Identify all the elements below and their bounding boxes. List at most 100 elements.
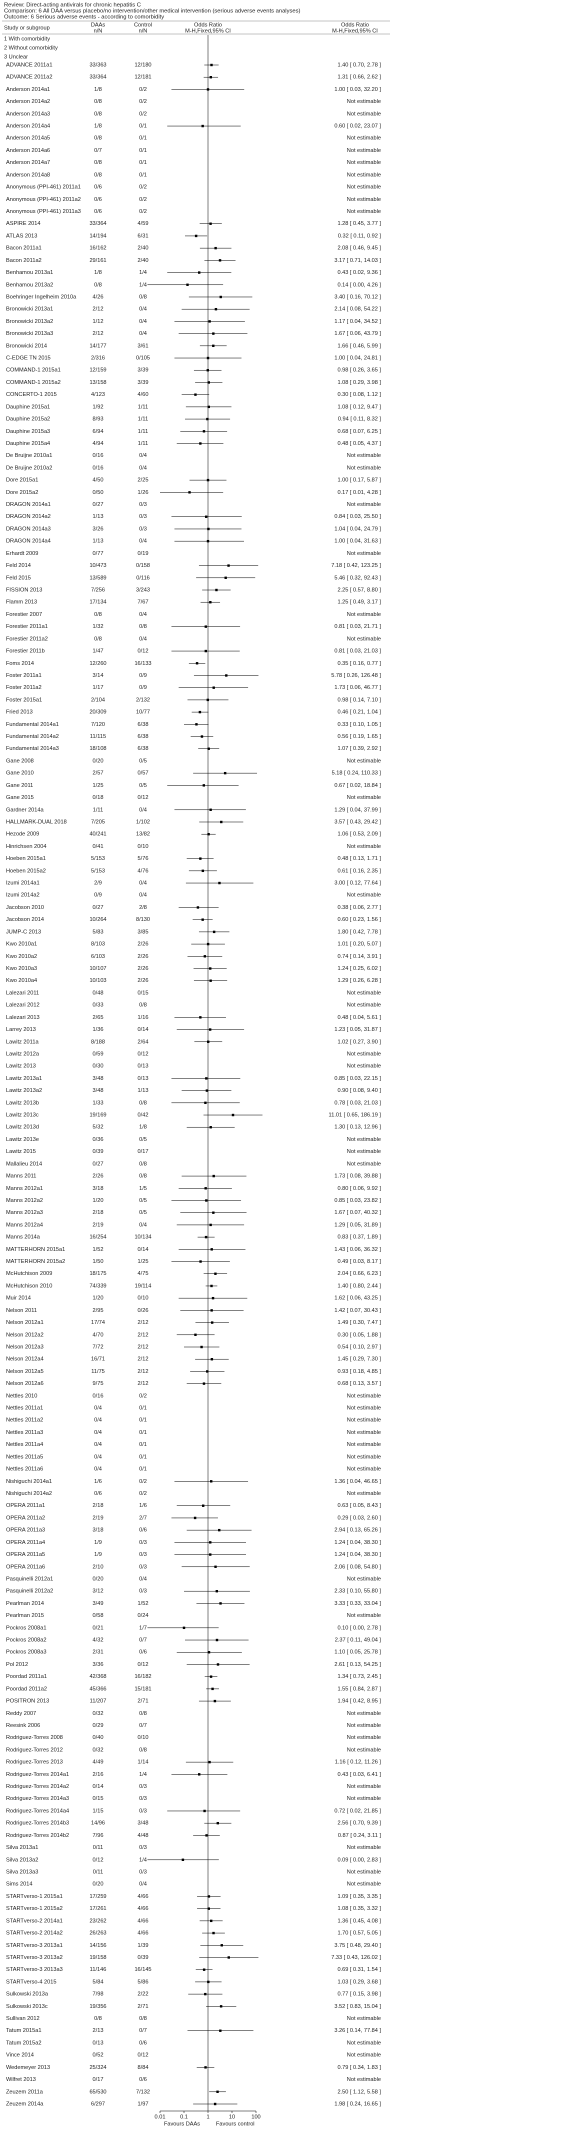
odds-ratio-label: Not estimable	[347, 990, 381, 996]
control-count: 3/61	[138, 343, 149, 349]
point-estimate	[203, 1809, 206, 1813]
study-name: JUMP-C 2013	[6, 929, 41, 935]
col-or-text: Odds Ratio	[341, 22, 369, 28]
study-name: Anonymous (PPI-461) 2011a3	[6, 209, 81, 215]
daa-count: 2/316	[91, 356, 105, 362]
study-name: Fried 2013	[6, 710, 33, 716]
daa-count: 4/123	[91, 392, 105, 398]
control-count: 12/181	[134, 75, 151, 81]
control-count: 1/6	[139, 1503, 147, 1509]
daa-count: 1/11	[93, 807, 103, 813]
odds-ratio-label: 2.04 [ 0.66, 6.23 ]	[337, 1271, 381, 1277]
point-estimate	[205, 1834, 208, 1837]
point-estimate	[215, 588, 218, 592]
point-estimate	[200, 735, 204, 738]
point-estimate	[204, 1101, 207, 1105]
daa-count: 7/256	[91, 587, 105, 593]
daa-count: 0/16	[93, 453, 104, 459]
point-estimate	[202, 430, 206, 433]
study-name: Dore 2015a1	[6, 478, 38, 484]
study-name: Lawitz 2013b	[6, 1100, 39, 1106]
odds-ratio-label: Not estimable	[347, 1747, 381, 1753]
study-name: Nettles 2011a3	[6, 1430, 43, 1436]
study-name: OPERA 2011a4	[6, 1540, 45, 1546]
daa-count: 0/20	[93, 758, 104, 764]
control-count: 0/3	[139, 1552, 147, 1558]
control-count: 0/3	[139, 1564, 147, 1570]
study-name: ADVANCE 2011a1	[6, 62, 52, 68]
control-count: 10/77	[136, 710, 150, 716]
study-name: Zeuzem 2011a	[6, 2089, 44, 2095]
study-name: Reddy 2007	[6, 1711, 36, 1717]
point-estimate	[219, 1602, 222, 1605]
x-tick-label: 0.1	[180, 2114, 188, 2120]
point-estimate	[199, 1016, 202, 1019]
control-count: 0/1	[139, 136, 147, 142]
odds-ratio-label: 11.01 [ 0.65, 186.19 ]	[329, 1113, 382, 1119]
daa-count: 13/589	[89, 575, 106, 581]
study-name: Mallalieu 2014	[6, 1161, 42, 1167]
odds-ratio-label: Not estimable	[347, 1430, 381, 1436]
odds-ratio-label: 0.54 [ 0.10, 2.97 ]	[337, 1344, 381, 1350]
study-name: Bronowicki 2013a3	[6, 331, 53, 337]
study-name: Rodriguez-Torres 2014b3	[6, 1821, 69, 1827]
daa-count: 2/31	[93, 1650, 104, 1656]
point-estimate	[201, 1504, 205, 1507]
daa-count: 3/48	[93, 1076, 104, 1082]
odds-ratio-label: 1.45 [ 0.29, 7.30 ]	[337, 1357, 381, 1363]
control-count: 0/4	[139, 1576, 147, 1582]
odds-ratio-label: 1.40 [ 0.70, 2.78 ]	[337, 62, 381, 68]
odds-ratio-label: 1.10 [ 0.05, 25.78 ]	[334, 1650, 381, 1656]
study-name: Izumi 2014a2	[6, 893, 40, 899]
study-name: Nettles 2011a4	[6, 1442, 43, 1448]
daa-count: 0/6	[94, 197, 102, 203]
odds-ratio-label: Not estimable	[347, 1613, 381, 1619]
study-name: Anderson 2014a7	[6, 160, 50, 166]
odds-ratio-label: Not estimable	[347, 465, 381, 471]
control-count: 0/10	[138, 1296, 149, 1302]
point-estimate	[198, 271, 201, 274]
daa-count: 1/6	[94, 1479, 102, 1485]
odds-ratio-label: 5.78 [ 0.26, 126.48 ]	[331, 673, 381, 679]
daa-count: 0/59	[93, 1051, 104, 1057]
daa-count: 0/8	[94, 2016, 102, 2022]
study-name: Larrey 2013	[6, 1027, 36, 1033]
odds-ratio-label: Not estimable	[347, 1882, 381, 1888]
odds-ratio-label: Not estimable	[347, 1711, 381, 1717]
daa-count: 0/11	[93, 1870, 103, 1876]
daa-count: 23/262	[89, 1918, 106, 1924]
control-count: 0/4	[139, 319, 147, 325]
control-count: 1/11	[138, 429, 148, 435]
daa-count: 6/94	[93, 429, 104, 435]
subgroup-label: 1 With comorbidity	[4, 36, 50, 42]
daa-count: 25/324	[89, 2065, 106, 2071]
daa-count: 4/50	[93, 478, 104, 484]
odds-ratio-label: 5.18 [ 0.24, 110.33 ]	[332, 771, 382, 777]
daa-count: 3/26	[93, 526, 104, 532]
study-name: OPERA 2011a5	[6, 1552, 45, 1558]
study-name: Sullivan 2012	[6, 2016, 40, 2022]
study-name: Dauphine 2015a4	[6, 441, 50, 447]
control-count: 0/2	[139, 209, 147, 215]
odds-ratio-label: 1.29 [ 0.05, 31.89 ]	[334, 1222, 381, 1228]
point-estimate	[225, 674, 228, 677]
odds-ratio-label: 0.63 [ 0.05, 8.43 ]	[337, 1503, 381, 1509]
control-count: 1/4	[139, 1857, 147, 1863]
control-count: 0/5	[139, 1210, 147, 1216]
daa-count: 0/21	[93, 1625, 104, 1631]
study-name: OPERA 2011a3	[6, 1528, 45, 1534]
daa-count: 0/11	[93, 1845, 103, 1851]
col-or-text-method: M-H,Fixed,95% CI	[332, 28, 378, 34]
study-name: Dauphine 2015a2	[6, 417, 50, 423]
study-name: Rodriguez-Torres 2008	[6, 1735, 63, 1741]
control-count: 0/3	[139, 1589, 147, 1595]
control-count: 0/8	[139, 294, 147, 300]
odds-ratio-label: 1.00 [ 0.04, 31.63 ]	[334, 539, 381, 545]
daa-count: 16/254	[89, 1235, 106, 1241]
daa-count: 11/207	[90, 1699, 107, 1705]
daa-count: 0/18	[93, 795, 104, 801]
control-count: 0/3	[139, 1808, 147, 1814]
daa-count: 11/146	[90, 1967, 107, 1973]
point-estimate	[188, 491, 191, 494]
odds-ratio-label: Not estimable	[347, 1064, 381, 1070]
